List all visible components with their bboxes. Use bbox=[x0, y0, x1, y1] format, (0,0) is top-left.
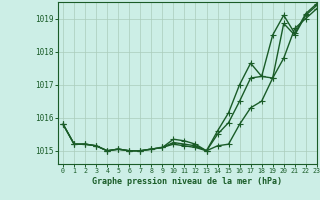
X-axis label: Graphe pression niveau de la mer (hPa): Graphe pression niveau de la mer (hPa) bbox=[92, 177, 282, 186]
